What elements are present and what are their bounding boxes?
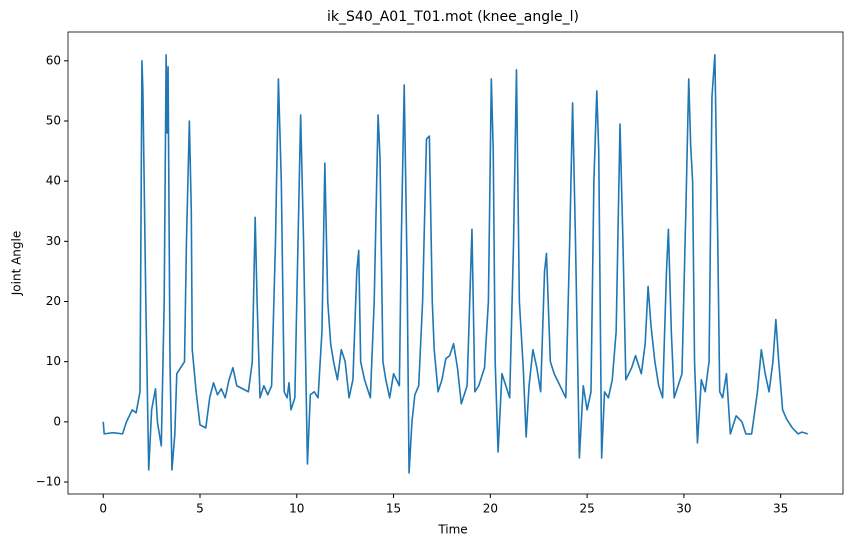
x-tick-label: 30 [676,502,691,516]
y-tick-label: 30 [46,234,61,248]
x-tick-label: 25 [579,502,594,516]
chart-title: ik_S40_A01_T01.mot (knee_angle_l) [327,9,579,25]
x-tick-label: 5 [196,502,204,516]
x-axis-label: Time [437,523,467,537]
plot-frame [67,31,844,495]
y-tick-label: 0 [53,414,61,428]
y-tick-label: 40 [46,174,61,188]
x-tick-label: 20 [483,502,498,516]
y-tick-label: 20 [46,294,61,308]
y-tick-label: −10 [36,475,61,489]
y-axis-label: Joint Angle [10,231,24,297]
x-tick-label: 0 [99,502,107,516]
x-tick-label: 10 [289,502,304,516]
x-tick-label: 35 [773,502,788,516]
x-tick-label: 15 [386,502,401,516]
y-tick-label: 50 [46,113,61,127]
y-tick-label: 10 [46,354,61,368]
data-line [102,54,809,474]
y-tick-label: 60 [46,53,61,67]
